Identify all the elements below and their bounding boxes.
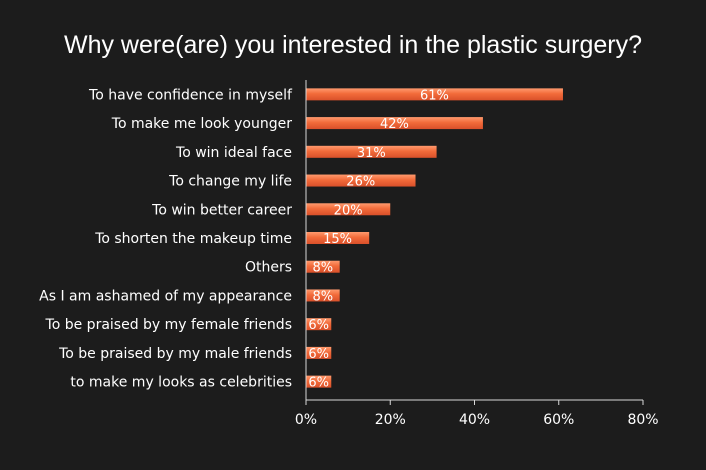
category-label: To be praised by my female friends bbox=[45, 317, 292, 333]
category-label: To have confidence in myself bbox=[88, 87, 293, 103]
bar bbox=[306, 375, 332, 388]
data-label: 15% bbox=[323, 232, 352, 247]
data-label: 42% bbox=[380, 117, 409, 132]
x-tick-label: 60% bbox=[543, 412, 574, 428]
category-label: To be praised by my male friends bbox=[58, 346, 292, 362]
bar bbox=[306, 289, 340, 302]
axis-layer bbox=[305, 80, 644, 405]
data-label: 20% bbox=[334, 203, 363, 218]
category-label: To make me look younger bbox=[111, 116, 292, 132]
x-tick-label: 0% bbox=[295, 412, 317, 428]
category-label: As I am ashamed of my appearance bbox=[39, 288, 292, 304]
x-tick-label: 40% bbox=[459, 412, 490, 428]
data-label: 61% bbox=[420, 88, 449, 103]
x-tick-label: 80% bbox=[627, 412, 658, 428]
bar bbox=[306, 174, 416, 187]
bar bbox=[306, 117, 483, 130]
chart-title: Why were(are) you interested in the plas… bbox=[63, 31, 643, 59]
bar bbox=[306, 232, 370, 244]
data-label: 6% bbox=[308, 376, 329, 391]
category-label: to make my looks as celebrities bbox=[70, 375, 292, 391]
category-label: To change my life bbox=[168, 174, 292, 190]
data-label: 8% bbox=[313, 289, 334, 304]
bar bbox=[306, 318, 332, 331]
labels-layer: To have confidence in myself 61% To make m… bbox=[39, 87, 658, 428]
category-label: Others bbox=[245, 260, 292, 276]
x-tick-label: 20% bbox=[375, 412, 406, 428]
category-label: To win better career bbox=[151, 202, 292, 218]
data-label: 6% bbox=[308, 318, 329, 333]
bar bbox=[306, 203, 391, 216]
bar bbox=[306, 145, 437, 158]
data-label: 26% bbox=[346, 175, 375, 190]
bars-layer bbox=[306, 88, 563, 388]
data-label: 8% bbox=[313, 261, 334, 276]
bar bbox=[306, 346, 332, 359]
data-label: 31% bbox=[357, 146, 386, 161]
bar bbox=[306, 88, 563, 101]
data-label: 6% bbox=[308, 347, 329, 362]
category-label: To shorten the makeup time bbox=[94, 231, 292, 247]
category-label: To win ideal face bbox=[175, 145, 292, 161]
bar bbox=[306, 260, 340, 273]
